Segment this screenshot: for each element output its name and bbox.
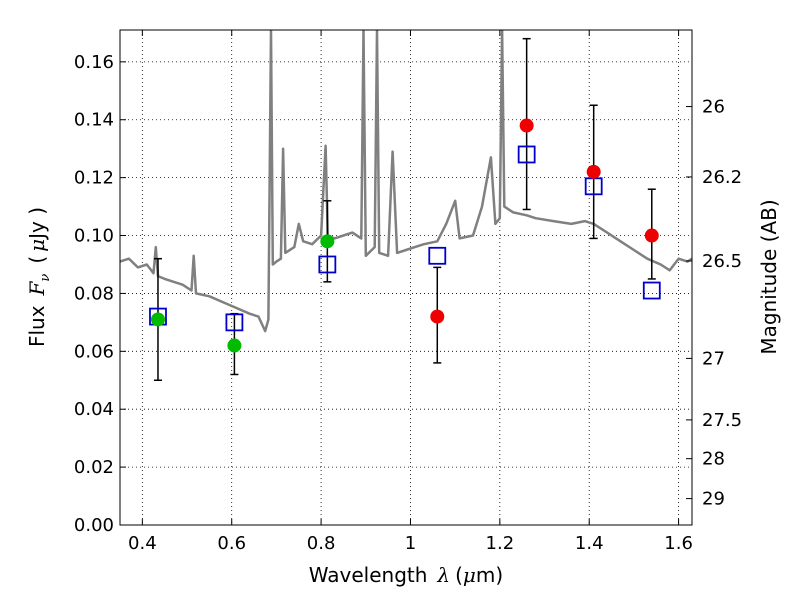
red-data-point	[644, 228, 659, 243]
y-tick-label: 0.14	[74, 110, 114, 131]
y-tick-label: 0.04	[74, 399, 114, 420]
x-tick-label: 0.6	[217, 533, 246, 554]
x-tick-label: 0.8	[307, 533, 336, 554]
y-tick-label: 0.10	[74, 226, 114, 247]
model-square-marker	[428, 246, 447, 265]
plot-frame	[119, 29, 693, 526]
y2-tick-label: 26	[702, 97, 725, 118]
y-tick-label: 0.02	[74, 457, 114, 478]
green-data-point	[227, 338, 242, 353]
x-tick-label: 0.4	[128, 533, 157, 554]
y-tick-label: 0.08	[74, 283, 114, 304]
model-square-marker	[225, 313, 244, 332]
y2-tick-label: 29	[702, 489, 725, 510]
x-tick-label: 1	[405, 533, 416, 554]
red-data-point	[586, 164, 601, 179]
y2-axis-label: Magnitude (AB)	[757, 199, 781, 354]
axis-ticks: 0.4 0.6 0.8 1 1.2 1.4 1.6 0.00 0.02 0.04 0.06 0.08 0…	[74, 30, 742, 554]
y2-tick-label: 27.5	[702, 410, 742, 431]
y2-tick-label: 26.5	[702, 251, 742, 272]
y2-tick-label: 27	[702, 348, 725, 369]
model-square-marker	[642, 281, 661, 300]
y-tick-label: 0.12	[74, 168, 114, 189]
model-square-marker	[318, 255, 337, 274]
y2-tick-label: 28	[702, 449, 725, 470]
y-axis-label: FluxFν(μJy )	[25, 207, 53, 347]
y-tick-label: 0.00	[74, 515, 114, 536]
gridlines	[120, 30, 692, 526]
y2-tick-label: 26.2	[702, 167, 742, 188]
red-data-point	[430, 309, 445, 324]
green-data-point	[150, 312, 165, 327]
x-tick-label: 1.6	[664, 533, 693, 554]
y-tick-label: 0.16	[74, 52, 114, 73]
x-tick-label: 1.2	[486, 533, 515, 554]
red-data-point	[519, 118, 534, 133]
green-data-point	[320, 234, 335, 249]
template-spectrum-line	[120, 30, 692, 333]
y-tick-label: 0.06	[74, 341, 114, 362]
plot-area	[120, 30, 692, 382]
model-square-marker	[517, 145, 536, 164]
x-axis-label: Wavelength λ (μm)	[309, 563, 503, 587]
x-tick-label: 1.4	[575, 533, 604, 554]
